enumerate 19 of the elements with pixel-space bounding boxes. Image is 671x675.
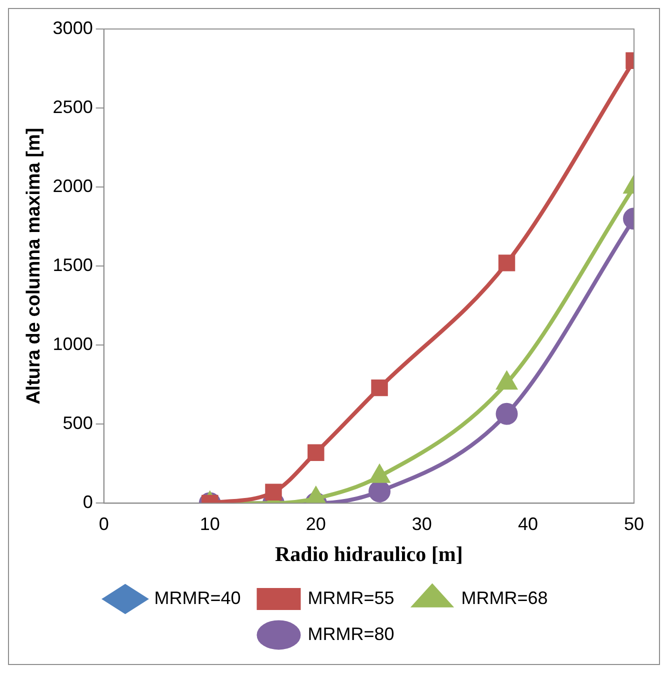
x-tick-label: 20 bbox=[306, 514, 326, 534]
y-tick-label: 3000 bbox=[52, 18, 93, 38]
legend-label: MRMR=55 bbox=[308, 588, 394, 608]
y-tick-label: 0 bbox=[82, 492, 93, 512]
x-tick-label: 40 bbox=[518, 514, 538, 534]
y-tick-label: 1000 bbox=[52, 334, 93, 354]
x-axis-title: Radio hidraulico [m] bbox=[275, 542, 463, 566]
y-axis-title: Altura de columna maxima [m] bbox=[24, 128, 45, 404]
x-tick-label: 50 bbox=[624, 514, 644, 534]
y-tick-label: 1500 bbox=[52, 255, 93, 276]
legend-label: MRMR=40 bbox=[154, 588, 241, 608]
x-tick-label: 10 bbox=[200, 514, 220, 534]
y-tick-label: 500 bbox=[62, 413, 93, 434]
x-tick-label: 30 bbox=[412, 514, 432, 534]
legend-label: MRMR=80 bbox=[308, 624, 394, 644]
x-tick-label: 0 bbox=[98, 514, 109, 534]
y-tick-label: 2000 bbox=[52, 176, 93, 196]
y-tick-label: 2500 bbox=[52, 97, 93, 117]
legend-label: MRMR=68 bbox=[461, 588, 548, 608]
